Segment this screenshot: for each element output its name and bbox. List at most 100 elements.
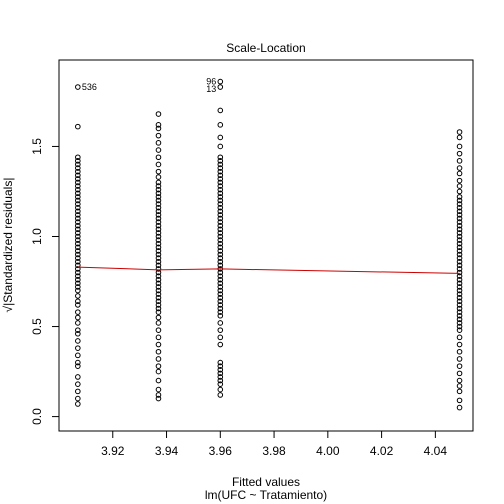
residual-point [456,356,463,362]
x-tick-label: 3.92 [101,444,125,458]
residual-point [75,280,81,287]
residual-point [155,386,162,393]
residual-point [456,287,463,294]
residual-point [75,194,81,200]
x-tick-label: 3.98 [262,444,286,458]
x-tick-label: 4.04 [424,444,448,458]
residual-point [155,298,162,305]
residual-point [155,147,162,153]
residual-point [456,197,463,204]
residual-point [217,107,224,114]
residual-point [155,309,162,315]
residual-point [217,269,224,276]
residual-point [75,284,81,290]
residual-point [217,305,224,312]
residual-point [217,251,224,258]
residual-point [217,226,224,233]
residual-point [75,314,81,321]
residual-point [155,212,162,218]
residual-point [456,302,463,308]
residual-point [75,168,81,175]
residual-point [456,248,463,254]
residual-point [217,334,224,341]
residual-point [456,255,463,261]
residual-point [217,204,224,211]
residual-point [155,174,162,180]
residual-point [217,262,224,269]
residual-point [75,240,81,247]
residual-point [456,320,463,326]
residual-point [155,251,162,258]
residual-point [456,305,463,312]
residual-point [456,158,463,164]
residual-point [217,222,224,229]
residual-point [456,262,463,269]
chart-title: Scale-Location [226,41,305,55]
residual-point [217,161,224,168]
residual-point [75,201,81,207]
residual-point [155,377,162,384]
residual-point [217,370,224,377]
residual-point [155,341,162,348]
residual-point [217,194,224,200]
residual-point [456,266,463,272]
x-tick-label: 4.02 [370,444,394,458]
residual-point [456,233,463,240]
x-axis-label: Fitted values [232,475,300,489]
residual-point [456,377,463,384]
residual-point [456,312,463,319]
residual-point [456,280,463,287]
residual-point [75,359,81,366]
residual-point [456,273,463,279]
residual-point [456,215,463,222]
residual-point [155,190,162,197]
residual-point [456,237,463,243]
residual-point [75,244,81,251]
residual-point [155,284,162,290]
residual-point [75,381,81,387]
residual-point [75,287,81,294]
residual-point [155,226,162,233]
residual-point [217,363,224,369]
residual-point [217,134,224,141]
y-tick-label: 0.5 [30,318,44,335]
data-points [75,78,463,411]
residual-point [456,397,463,404]
residual-point [155,395,162,402]
residual-point [75,248,81,254]
residual-point [155,132,162,139]
residual-point [75,161,81,168]
residual-point [456,219,463,225]
residual-point [456,150,463,157]
residual-point [155,302,162,308]
residual-point [456,316,463,323]
residual-point [456,177,463,184]
residual-point [217,302,224,308]
residual-point [75,302,81,308]
residual-point [75,266,81,272]
residual-point [456,323,463,330]
residual-point [217,381,224,387]
residual-point [456,226,463,233]
residual-point [155,280,162,287]
residual-point [155,168,162,175]
residual-point [217,172,224,179]
plot-frame [58,59,474,432]
residual-point [75,298,81,305]
residual-point [217,168,224,175]
residual-point [75,158,81,164]
residual-point [217,183,224,189]
residual-point [456,204,463,211]
residual-point [155,222,162,229]
residual-point [217,273,224,279]
residual-point [217,341,224,348]
residual-point [155,276,162,283]
residual-point [75,165,81,171]
residual-point [75,123,81,130]
residual-point [155,237,162,243]
residual-point [75,190,81,197]
residual-point [217,312,224,319]
residual-point [456,341,463,348]
residual-point [155,201,162,207]
residual-point [75,276,81,283]
